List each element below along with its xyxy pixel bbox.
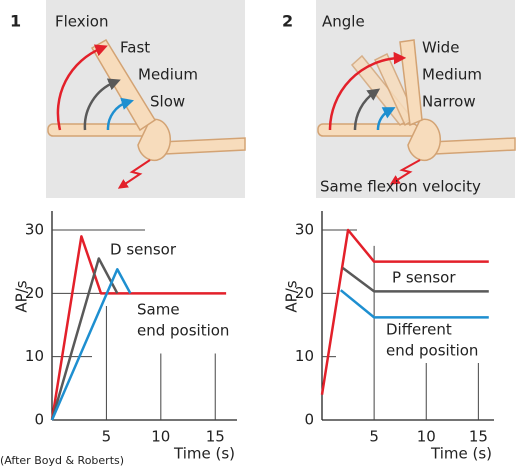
credit: (After Boyd & Roberts) [0, 454, 124, 467]
x-axis-label: Time (s) [173, 445, 235, 463]
panel-background [46, 0, 245, 198]
illustration [317, 39, 516, 185]
line [50, 235, 227, 421]
y-tick-label: 10 [25, 347, 44, 365]
line [320, 228, 489, 395]
x-tick-label: 10 [151, 428, 170, 446]
y-tick-label: 0 [304, 411, 314, 429]
illustration [47, 38, 246, 189]
y-tick-label: 0 [34, 411, 44, 429]
x-tick-label: 15 [206, 428, 225, 446]
x-axis-label: Time (s) [430, 445, 492, 463]
illustration-label: Medium [138, 66, 198, 84]
annotation: P sensor [392, 269, 456, 287]
illustration-label: Slow [150, 93, 185, 111]
y-tick-label: 20 [25, 284, 44, 302]
x-tick-label: 5 [102, 428, 112, 446]
panel-number: 1 [10, 12, 21, 31]
annotation: end position [386, 342, 478, 360]
y-tick-label: 10 [295, 347, 314, 365]
y-tick-label: 30 [295, 221, 314, 239]
annotation: end position [137, 322, 229, 340]
illustration-label: Wide [422, 39, 459, 57]
line [50, 268, 132, 421]
illustration-label: Same flexion velocity [320, 178, 481, 196]
annotation: D sensor [110, 241, 177, 259]
y-tick-label: 30 [25, 221, 44, 239]
annotation: Different [386, 321, 452, 339]
y-axis-label: AP/s [283, 280, 301, 312]
y-tick-label: 20 [295, 284, 314, 302]
illustration-label: Medium [422, 66, 482, 84]
y-axis-label: AP/s [13, 280, 31, 312]
illustration-label: Fast [120, 39, 150, 57]
illustration-label: Angle [322, 13, 365, 31]
line [339, 289, 489, 319]
panel-number: 2 [282, 12, 293, 31]
annotation: Same [137, 301, 180, 319]
x-tick-label: 15 [469, 428, 488, 446]
illustration-label: Flexion [55, 13, 109, 31]
illustration-label: Narrow [422, 93, 476, 111]
x-tick-label: 10 [417, 428, 436, 446]
x-tick-label: 5 [369, 428, 379, 446]
line [342, 266, 489, 293]
